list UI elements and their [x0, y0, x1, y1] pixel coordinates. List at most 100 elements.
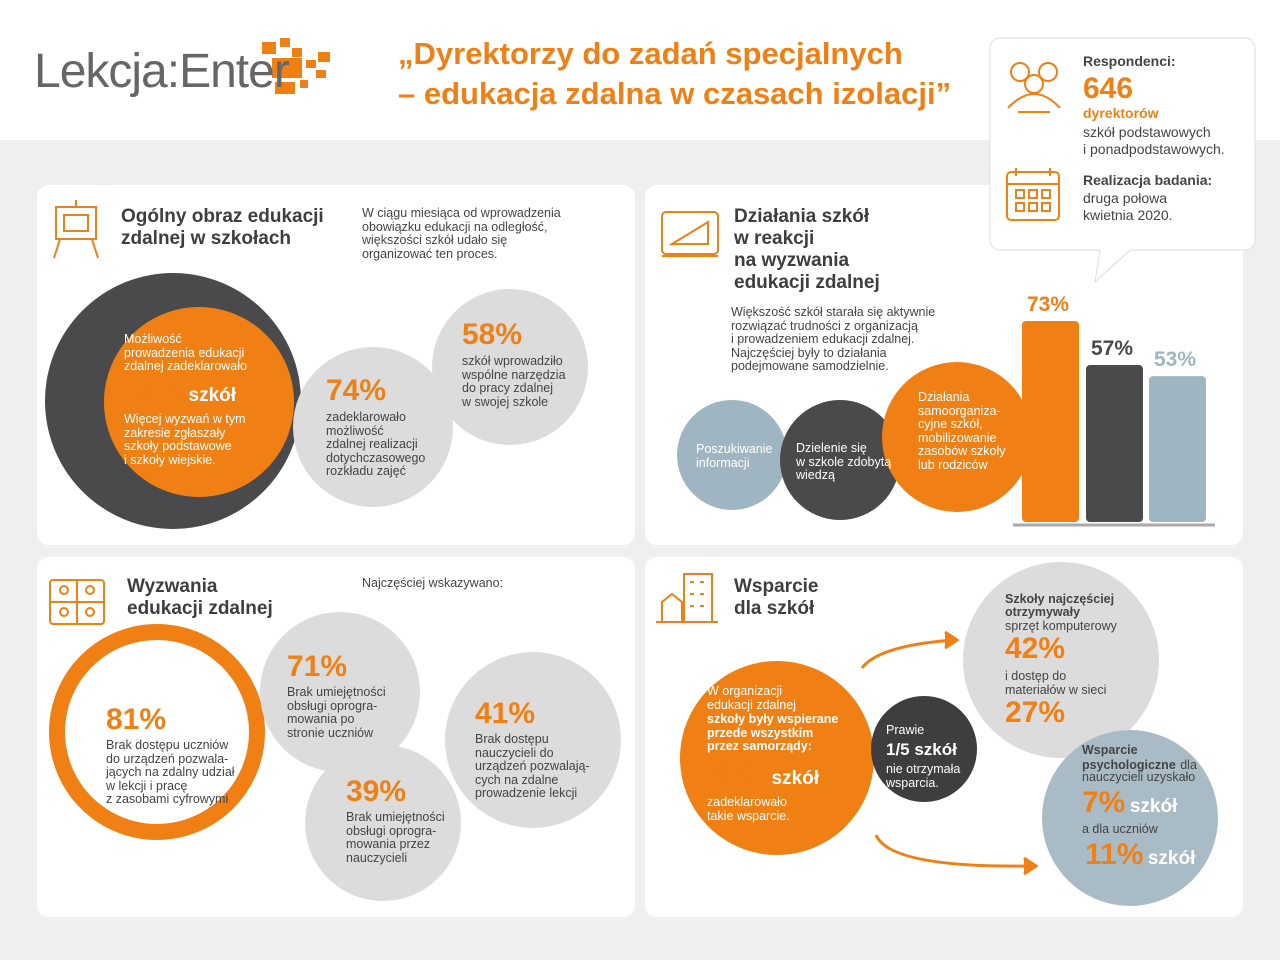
stat: 58% — [462, 318, 523, 351]
bar — [1086, 365, 1143, 522]
text: wsparcia. — [886, 775, 939, 790]
intro: podejmowane samodzielnie. — [731, 359, 889, 373]
ring-circle — [49, 624, 265, 840]
text: w lekcji i pracę — [106, 778, 188, 793]
text: urządzeń pozwalają- — [475, 759, 590, 773]
stat: 39% — [346, 775, 407, 808]
text: dotychczasowego — [326, 450, 426, 465]
stat: 81% — [106, 703, 167, 736]
text: Brak dostępu — [475, 732, 549, 746]
text: obsługi oprogra- — [346, 823, 437, 838]
text: Brak umiejętności — [287, 685, 386, 699]
circle — [293, 347, 453, 507]
text-run: dla — [1180, 758, 1197, 772]
text: mowania przez — [346, 837, 431, 851]
text: zasobów szkoły — [918, 444, 1006, 458]
info-box — [989, 37, 1256, 284]
text: takie wsparcie. — [707, 808, 790, 823]
stat: 42% — [1005, 632, 1066, 665]
section-title: edukacji zdalnej — [127, 598, 273, 619]
intro: większości szkół udało się — [362, 233, 508, 247]
text: nie otrzymała — [886, 762, 961, 776]
text: wspólne narzędzia — [462, 367, 566, 382]
desc: kwietnia 2020. — [1083, 207, 1173, 223]
text-run: szkół — [771, 768, 820, 789]
text: Prawie — [886, 723, 925, 737]
stat: 85% szkół — [124, 377, 236, 407]
text: Poszukiwanie — [696, 442, 773, 456]
circle — [871, 696, 977, 802]
role: dyrektorów — [1083, 105, 1159, 121]
text: otrzymywały — [1005, 605, 1081, 619]
text: nauczycieli uzyskało — [1082, 770, 1196, 784]
title: – edukacja zdalna w czasach izolacji” — [398, 76, 952, 111]
intro: Najczęściej były to działania — [731, 345, 887, 360]
circle — [445, 652, 621, 828]
text: sprzęt komputerowy — [1005, 619, 1117, 633]
text: i szkoły wiejskie. — [124, 452, 216, 467]
circle — [882, 362, 1032, 512]
stat: 1/5 szkół — [886, 740, 957, 759]
main-circle — [680, 661, 874, 855]
text: W organizacji — [707, 684, 783, 698]
circle — [260, 612, 420, 772]
stat: 7% szkół — [1082, 788, 1177, 818]
text: zadeklarowało — [707, 795, 787, 809]
value-label: 57% — [1091, 337, 1134, 361]
section-title: zdalnej w szkołach — [121, 228, 291, 249]
text: szkoły podstawowe — [124, 439, 232, 453]
circle — [305, 745, 461, 901]
text: przez samorządy: — [707, 739, 812, 753]
desc: druga połowa — [1083, 190, 1168, 206]
bar — [1149, 376, 1206, 522]
text: z zasobami cyfrowymi — [106, 792, 229, 806]
text: Brak umiejętności — [346, 810, 445, 824]
intro: Najczęściej wskazywano: — [362, 576, 504, 590]
text: możliwość — [326, 423, 384, 438]
text: i dostęp do — [1005, 669, 1067, 683]
text: Wsparcie — [1082, 743, 1138, 757]
text: Więcej wyzwań w tym — [124, 412, 246, 426]
circle — [432, 289, 588, 445]
text: szkół wprowadziło — [462, 354, 563, 368]
text: nauczycieli do — [475, 745, 554, 760]
text-run: 85% — [124, 375, 185, 408]
text: obsługi oprogra- — [287, 698, 378, 713]
value-label: 73% — [1027, 293, 1070, 316]
text: prowadzenie lekcji — [475, 786, 578, 800]
text: zadeklarowało — [326, 410, 406, 424]
text: edukacji zdalnej — [707, 697, 796, 712]
main-circle — [104, 307, 294, 497]
text: prowadzenia edukacji — [124, 345, 245, 360]
logo-squares — [262, 38, 330, 94]
text: Możliwość — [124, 332, 182, 346]
text: Szkoły najczęściej — [1005, 592, 1115, 606]
text: lub rodziców — [918, 457, 988, 472]
logo: Lekcja:Enter — [34, 45, 290, 98]
text: rozkładu zajęć — [326, 464, 406, 478]
intro: rozwiązać trudności z organizacją — [731, 318, 918, 333]
text: informacji — [696, 455, 750, 470]
section-title: Działania szkół — [734, 206, 870, 227]
stat: 11% szkół — [1085, 840, 1195, 870]
text-run: szkół — [1129, 796, 1178, 817]
text: w swojej szkole — [462, 394, 549, 409]
intro: W ciągu miesiąca od wprowadzenia — [362, 206, 561, 220]
text: cych na zdalne — [475, 772, 559, 787]
section-title: Ogólny obraz edukacji — [121, 206, 324, 227]
text-run: psychologiczne — [1082, 758, 1176, 772]
label: Respondenci: — [1083, 53, 1176, 69]
text: mowania po — [287, 712, 355, 726]
section-title: na wyzwania — [734, 250, 850, 271]
icons — [49, 62, 1061, 625]
section-title: dla szkół — [734, 598, 815, 619]
circle — [1042, 730, 1218, 906]
text: w szkole zdobytą — [796, 454, 892, 469]
text: materiałów w sieci — [1005, 682, 1107, 697]
stat: 46% szkół — [707, 760, 819, 790]
desc: i ponadpodstawowych. — [1083, 141, 1225, 157]
stat: 27% — [1005, 696, 1066, 729]
text: Brak dostępu uczniów — [106, 738, 229, 752]
